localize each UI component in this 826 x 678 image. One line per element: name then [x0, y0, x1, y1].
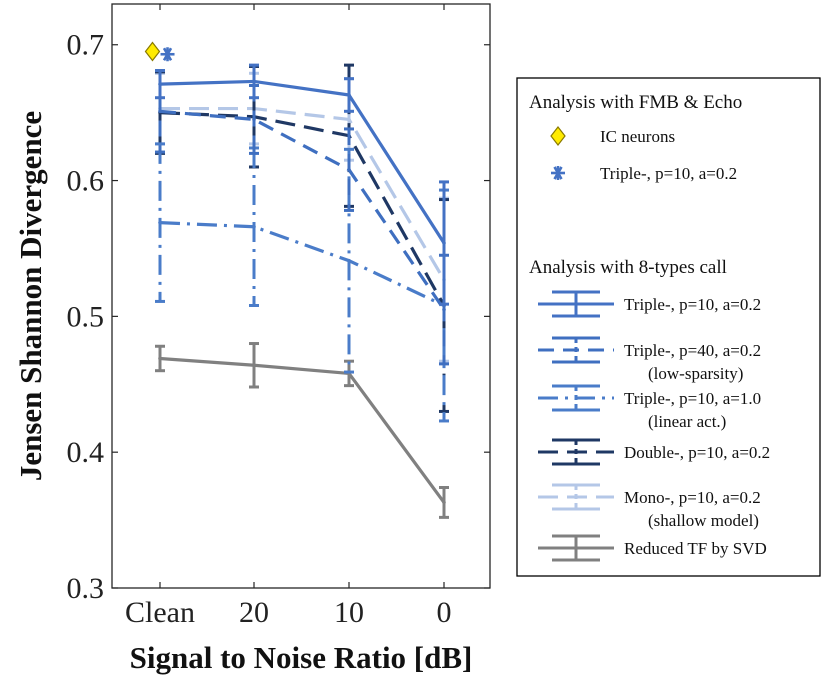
legend-item-5: Mono-, p=10, a=0.2 (shallow model): [538, 483, 761, 530]
legend-item-1: Triple-, p=10, a=0.2: [538, 290, 761, 318]
data-point: [252, 117, 256, 122]
x-axis-label: Signal to Noise Ratio [dB]: [130, 640, 473, 675]
x-tick-label: 20: [239, 596, 269, 629]
legend-title-fmb-echo: Analysis with FMB & Echo: [529, 92, 742, 113]
x-tick-label: 0: [437, 596, 452, 629]
series-6: [155, 342, 449, 519]
axes-box: [111, 3, 491, 589]
legend-item-4: Double-, p=10, a=0.2: [538, 438, 770, 466]
series-line: [160, 106, 446, 281]
data-point: [158, 82, 162, 86]
data-point: [158, 109, 162, 114]
legend-title-8-types: Analysis with 8-types call: [529, 257, 727, 278]
marker-ic-neurons: [144, 41, 161, 62]
data-point: [347, 167, 351, 172]
series-line: [159, 221, 445, 307]
x-tick-label: Clean: [125, 596, 195, 629]
legend-item-6: Reduced TF by SVD: [538, 534, 767, 562]
series-layer: [155, 63, 449, 519]
marker-layer: [144, 41, 175, 62]
data-point: [442, 307, 446, 312]
data-point: [442, 241, 446, 245]
axis-ticks: 0.3 0.4 0.5 0.6 0.7 Clean 20 10 0: [67, 4, 490, 629]
y-tick-label: 0.5: [67, 300, 105, 333]
series-line: [159, 109, 446, 311]
series-1: [155, 63, 449, 306]
legend-item-3: Triple-, p=10, a=1.0 (linear act.): [538, 384, 761, 431]
legend-sublabel: (shallow model): [648, 511, 759, 530]
legend-sublabel: (linear act.): [648, 412, 726, 431]
legend-label-triple-fmb: Triple-, p=10, a=0.2: [600, 164, 737, 183]
legend-label: Double-, p=10, a=0.2: [624, 443, 770, 462]
y-tick-label: 0.4: [67, 436, 105, 469]
series-line: [159, 111, 446, 307]
legend-symbol-diamond: [550, 126, 566, 146]
legend-box: [516, 77, 821, 577]
legend-label: Triple-, p=10, a=0.2: [624, 295, 761, 314]
data-point: [252, 79, 256, 84]
x-tick-label: 10: [334, 596, 364, 629]
legend-symbol-asterisk: [551, 166, 565, 180]
data-point: [252, 224, 256, 229]
data-point: [347, 258, 351, 263]
marker-triple-fmb: [160, 47, 175, 62]
y-tick-label: 0.3: [67, 572, 105, 605]
legend: Analysis with FMB & Echo Analysis with 8…: [516, 77, 821, 577]
legend-sublabel: (low-sparsity): [648, 364, 743, 383]
legend-label: Mono-, p=10, a=0.2: [624, 488, 761, 507]
data-point: [442, 500, 446, 505]
series-line: [159, 79, 446, 244]
y-tick-label: 0.6: [67, 165, 105, 198]
y-axis-label: Jensen Shannon Divergence: [13, 111, 48, 481]
legend-label: Reduced TF by SVD: [624, 539, 767, 558]
legend-label: Triple-, p=40, a=0.2: [624, 341, 761, 360]
data-point: [347, 93, 351, 97]
data-point: [158, 220, 162, 225]
y-tick-label: 0.7: [67, 29, 105, 62]
data-point: [347, 117, 351, 122]
series-line: [159, 356, 446, 504]
data-point: [158, 356, 162, 361]
legend-items: IC neurons Triple-, p=10, a=0.2 Triple-, p…: [538, 126, 770, 562]
data-point: [252, 363, 256, 368]
legend-item-2: Triple-, p=40, a=0.2 (low-sparsity): [538, 336, 761, 383]
legend-label-ic-neurons: IC neurons: [600, 127, 675, 146]
legend-label: Triple-, p=10, a=1.0: [624, 389, 761, 408]
plot-area: 0.3 0.4 0.5 0.6 0.7 Clean 20 10 0: [67, 3, 491, 629]
